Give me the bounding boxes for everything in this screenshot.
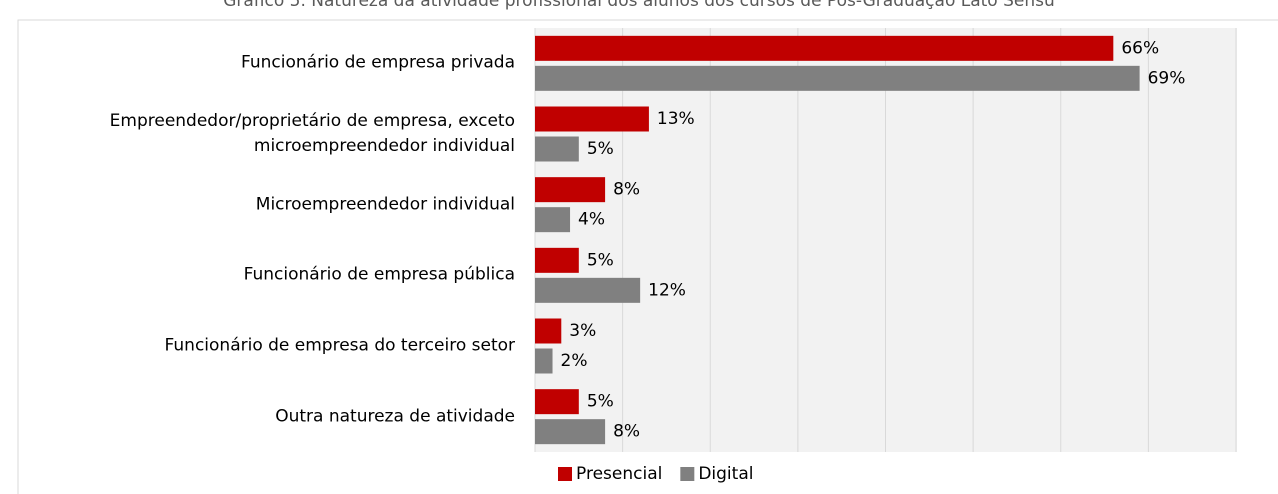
legend-swatch	[558, 467, 572, 481]
chart-border	[17, 19, 1278, 494]
bar	[535, 419, 606, 445]
y-tick-label: Outra natureza de atividade	[275, 406, 515, 427]
y-tick-label: Funcionário de empresa pública	[243, 264, 515, 285]
y-tick-label: Empreendedor/proprietário de empresa, ex…	[109, 111, 515, 156]
bar	[535, 207, 571, 233]
value-label: 3%	[569, 321, 596, 341]
chart-title: Gráfico 5. Natureza da atividade profiss…	[223, 0, 1055, 11]
value-label: 66%	[1121, 38, 1159, 58]
bar	[535, 318, 562, 344]
value-label: 5%	[587, 139, 614, 159]
legend-label: Presencial	[576, 464, 662, 484]
y-tick-label: Funcionário de empresa privada	[241, 52, 515, 73]
bar	[535, 136, 579, 162]
value-label: 69%	[1148, 68, 1186, 88]
value-label: 4%	[578, 210, 605, 230]
bar	[535, 106, 649, 132]
bar	[535, 247, 579, 273]
legend-label: Digital	[698, 464, 753, 484]
legend-swatch	[680, 467, 695, 481]
value-label: 2%	[561, 351, 588, 371]
bar	[535, 389, 579, 415]
value-label: 12%	[648, 280, 686, 300]
value-label: 13%	[657, 109, 695, 129]
y-tick-label: Microempreendedor individual	[255, 194, 515, 215]
value-label: 8%	[613, 180, 640, 200]
bar	[535, 35, 1114, 61]
bar	[535, 277, 641, 303]
value-label: 8%	[613, 422, 640, 442]
bar	[535, 177, 606, 203]
bar	[535, 348, 553, 374]
value-label: 5%	[587, 392, 614, 412]
bar	[535, 65, 1140, 91]
value-label: 5%	[587, 250, 614, 270]
y-tick-label: Funcionário de empresa do terceiro setor	[164, 335, 515, 356]
